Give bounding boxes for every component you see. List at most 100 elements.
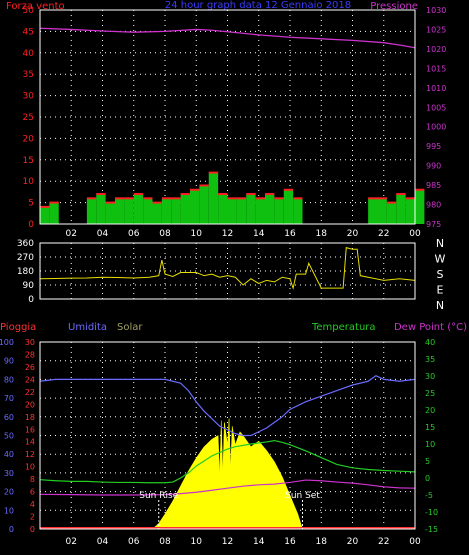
x-tick-label: 22: [378, 537, 389, 547]
x-tick-label: 04: [97, 229, 109, 239]
x-tick-label: 20: [347, 229, 359, 239]
pressure-tick-label: 1030: [426, 6, 446, 15]
wind-bar: [265, 194, 275, 224]
compass-label: S: [437, 268, 444, 281]
pressure-tick-label: 1005: [426, 103, 446, 112]
direction-axis: 0 90 180 270 360: [17, 239, 34, 305]
temperature-tick-label: -5: [425, 491, 433, 500]
wind-bar: [190, 189, 200, 224]
humidity-tick-label: 20: [4, 488, 14, 497]
wind-bar: [386, 202, 397, 224]
wind-bar: [143, 198, 153, 224]
humidity-tick-label: 90: [4, 357, 14, 366]
wind-speed-tick-label: 10: [23, 177, 35, 187]
direction-series: [39, 247, 416, 290]
wind-bar: [115, 198, 125, 224]
rain-tick-label: 8: [30, 475, 35, 484]
wind-speed-tick-label: 35: [23, 70, 34, 80]
wind-bar: [171, 198, 181, 224]
pressure-tick-label: 990: [426, 162, 441, 171]
pressure-tick-label: 1000: [426, 123, 446, 132]
wind-bar: [236, 198, 247, 224]
rain-tick-label: 24: [25, 375, 35, 384]
rain-tick-label: 16: [25, 425, 35, 434]
x-tick-label: 12: [222, 229, 233, 239]
x-tick-label: 14: [253, 537, 265, 547]
wind-bar: [255, 198, 265, 224]
wind-bar: [208, 172, 219, 224]
sunset-label: Sun Set: [285, 491, 320, 501]
humidity-tick-label: 70: [4, 394, 14, 403]
pressure-tick-label: 985: [426, 181, 441, 190]
temperature-tick-label: 30: [425, 372, 435, 381]
x-tick-label: 10: [191, 537, 203, 547]
wind-bar: [49, 202, 59, 224]
wind-bar: [96, 194, 106, 224]
rain-tick-label: 30: [25, 338, 35, 347]
rain-legend: Pioggia: [0, 322, 36, 333]
x-tick-label: 14: [253, 229, 265, 239]
wind-speed-tick-label: 5: [28, 199, 34, 209]
rain-tick-label: 28: [25, 350, 35, 359]
temperature-tick-label: -10: [425, 508, 438, 517]
direction-tick-label: 360: [17, 239, 34, 249]
wind-bar: [161, 198, 172, 224]
wind-bar: [133, 194, 144, 224]
rain-tick-label: 2: [30, 513, 35, 522]
x-tick-label: 10: [191, 229, 203, 239]
top-x-axis: 02 04 06 08 10 12 14 16 18 20 22 00: [66, 229, 421, 239]
rain-tick-label: 6: [30, 488, 35, 497]
temperature-legend: Temperatura: [311, 322, 376, 333]
wind-speed-tick-label: 20: [23, 134, 35, 144]
wind-bar: [377, 198, 387, 224]
wind-pressure-panel: Forza vento 24 hour graph data 12 Gennai…: [6, 0, 446, 239]
humidity-tick-label: 60: [4, 413, 14, 422]
x-tick-label: 06: [128, 229, 140, 239]
humidity-tick-label: 80: [4, 375, 14, 384]
temperature-tick-label: 25: [425, 389, 435, 398]
humidity-line: [39, 374, 416, 437]
pressure-tick-label: 1020: [426, 45, 446, 54]
humidity-axis: 0 10 20 30 40 50 60 70 80 90 100: [0, 338, 14, 534]
direction-frame: [39, 242, 416, 300]
wind-bar: [86, 198, 97, 224]
humidity-tick-label: 0: [9, 525, 14, 534]
pressure-axis: 975 980 985 990 995 1000 1005 1010 1015 1020 1025 1…: [426, 6, 446, 229]
x-tick-label: 06: [128, 537, 140, 547]
temperature-line: [39, 439, 416, 484]
top-frame: [39, 9, 416, 225]
wind-speed-axis: 0 5 10 15 20 25 30 35 40 45 50: [23, 6, 35, 230]
rain-tick-label: 22: [25, 388, 35, 397]
wind-bar: [180, 194, 190, 224]
humidity-legend: Umidita: [68, 322, 107, 333]
rain-tick-label: 14: [25, 438, 35, 447]
direction-tick-label: 90: [23, 281, 35, 291]
wind-bar: [218, 194, 228, 224]
humidity-tick-label: 10: [4, 506, 14, 515]
wind-bar: [283, 189, 294, 224]
wind-bar: [293, 198, 303, 224]
pressure-tick-label: 1010: [426, 84, 446, 93]
bottom-frame: [39, 341, 416, 530]
chart-title: 24 hour graph data 12 Gennaio 2018: [165, 0, 351, 11]
wind-speed-tick-label: 30: [23, 92, 35, 102]
rain-tick-label: 12: [25, 450, 35, 459]
temperature-tick-label: 40: [425, 338, 435, 347]
humidity-tick-label: 40: [4, 450, 14, 459]
wind-bar: [40, 206, 50, 224]
wind-bar: [396, 194, 406, 224]
x-tick-label: 18: [316, 537, 328, 547]
x-tick-label: 00: [409, 537, 421, 547]
wind-speed-tick-label: 15: [23, 156, 34, 166]
x-tick-label: 00: [409, 229, 421, 239]
wind-speed-tick-label: 45: [23, 27, 34, 37]
wind-bar: [152, 202, 162, 224]
x-tick-label: 12: [222, 537, 233, 547]
rain-tick-label: 26: [25, 363, 35, 372]
x-tick-label: 02: [66, 537, 77, 547]
wind-bar: [368, 198, 378, 224]
